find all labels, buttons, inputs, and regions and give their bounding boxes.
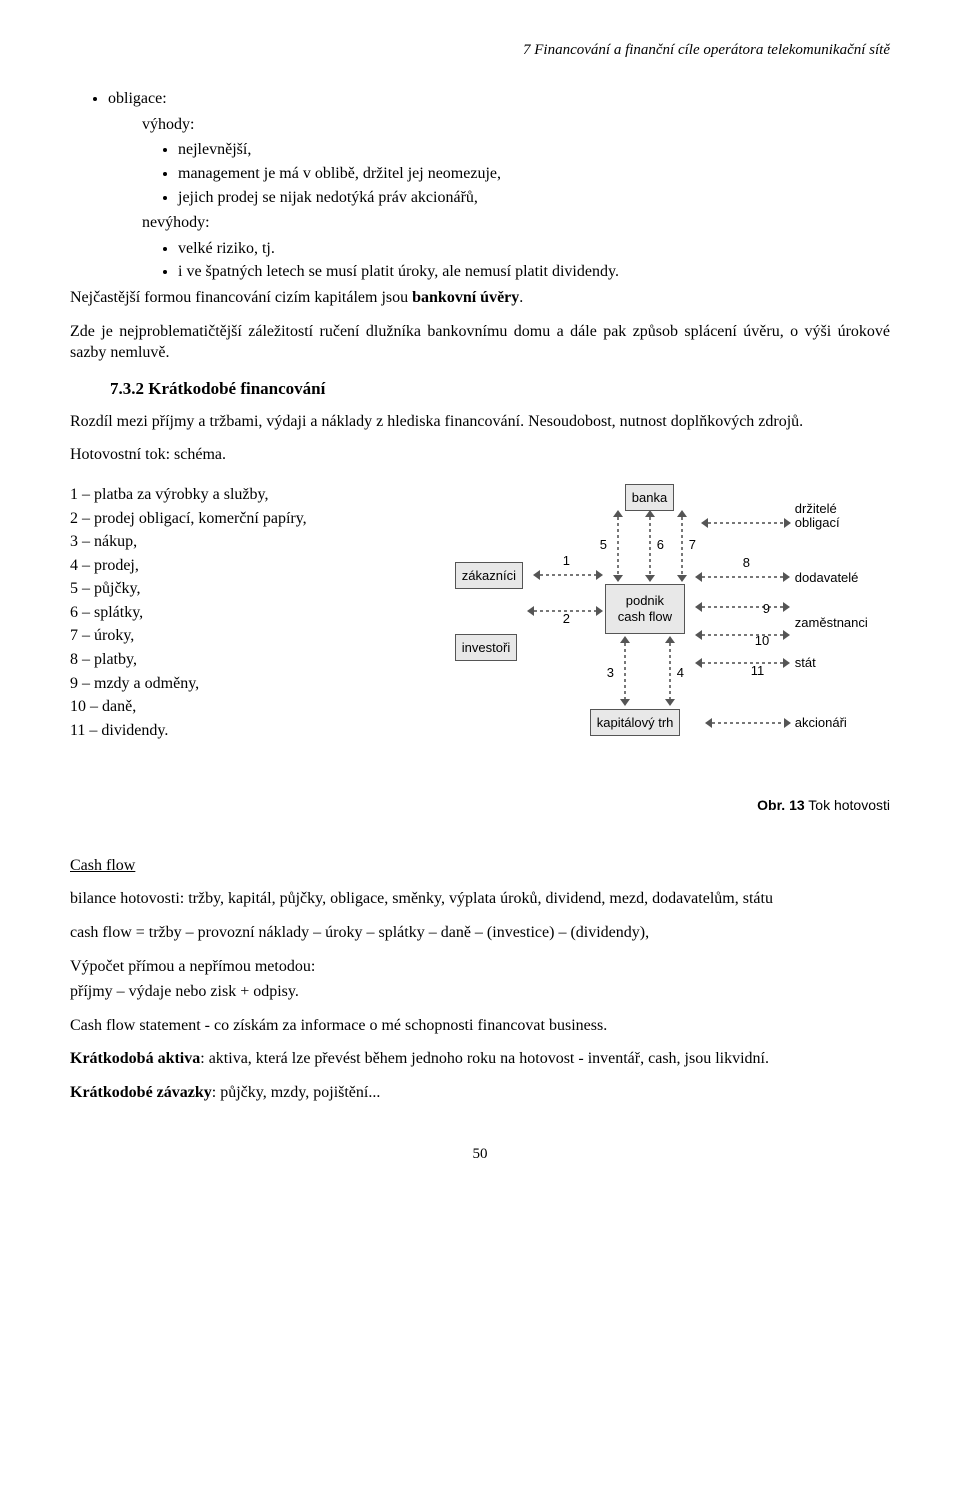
arrow-h (695, 658, 790, 668)
cashflow-heading: Cash flow (70, 855, 890, 877)
paragraph: Cash flow statement - co získám za infor… (70, 1015, 890, 1037)
arrow-h (705, 718, 791, 728)
paragraph: cash flow = tržby – provozní náklady – ú… (70, 922, 890, 944)
node-investori: investoři (455, 634, 517, 662)
arrow-v (620, 636, 630, 706)
list-item: nejlevnější, (178, 139, 890, 161)
caption-bold: Obr. 13 (757, 797, 804, 813)
running-header: 7 Financování a finanční cíle operátora … (70, 40, 890, 60)
node-dodavatele: dodavatelé (795, 569, 859, 587)
edge-label-7: 7 (689, 536, 696, 554)
edge-label-6: 6 (657, 536, 664, 554)
outer-list: obligace: (70, 88, 890, 110)
nevyhody-label: nevýhody: (142, 212, 890, 234)
arrow-h (695, 572, 790, 582)
arrow-v (613, 510, 623, 582)
edge-label-1: 1 (563, 552, 570, 570)
paragraph: Nejčastější formou financování cizím kap… (70, 287, 890, 309)
edge-label-3: 3 (607, 664, 614, 682)
figure-row: 1 – platba za výrobky a služby, 2 – prod… (70, 484, 890, 764)
arrow-v (645, 510, 655, 582)
legend-item: 1 – platba za výrobky a služby, (70, 484, 431, 506)
legend-item: 7 – úroky, (70, 625, 431, 647)
node-podnik: podnik cash flow (605, 584, 685, 635)
paragraph: Krátkodobé závazky: půjčky, mzdy, pojišt… (70, 1082, 890, 1104)
section-heading: 7.3.2 Krátkodobé financování (110, 378, 890, 401)
arrow-v (665, 636, 675, 706)
arrow-h (695, 602, 790, 612)
arrow-v (677, 510, 687, 582)
node-kapitalovy-trh: kapitálový trh (590, 709, 681, 737)
arrow-h (695, 630, 790, 640)
node-stat: stát (795, 654, 816, 672)
text: Nejčastější formou financování cizím kap… (70, 289, 412, 306)
nevyhody-list: velké riziko, tj. i ve špatných letech s… (70, 238, 890, 283)
paragraph: bilance hotovosti: tržby, kapitál, půjčk… (70, 888, 890, 910)
text: obligací (795, 516, 840, 530)
legend-item: 11 – dividendy. (70, 720, 431, 742)
list-item: jejich prodej se nijak nedotýká práv akc… (178, 187, 890, 209)
paragraph: Zde je nejproblematičtější záležitostí r… (70, 321, 890, 364)
bold-text: Krátkodobá aktiva (70, 1050, 200, 1067)
figure-caption: Obr. 13 Tok hotovosti (70, 796, 890, 815)
caption-text: Tok hotovosti (805, 797, 890, 813)
node-zamestnanci: zaměstnanci (795, 614, 868, 632)
legend-item: 9 – mzdy a odměny, (70, 673, 431, 695)
edge-label-10: 10 (755, 632, 769, 650)
bold-text: bankovní úvěry (412, 289, 519, 306)
paragraph: Krátkodobá aktiva: aktiva, která lze pře… (70, 1048, 890, 1070)
arrow-h (701, 518, 791, 528)
text: : půjčky, mzdy, pojištění... (212, 1084, 381, 1101)
legend-item: 3 – nákup, (70, 531, 431, 553)
legend-item: 5 – půjčky, (70, 578, 431, 600)
edge-label-5: 5 (600, 536, 607, 554)
node-banka: banka (625, 484, 674, 512)
text: cash flow (618, 609, 672, 625)
paragraph: Výpočet přímou a nepřímou metodou: (70, 956, 890, 978)
paragraph: Rozdíl mezi příjmy a tržbami, výdaji a n… (70, 411, 890, 433)
arrow-h (533, 570, 603, 580)
text: : aktiva, která lze převést během jednoh… (200, 1050, 769, 1067)
node-akcionari: akcionáři (795, 714, 847, 732)
list-item: management je má v oblibě, držitel jej n… (178, 163, 890, 185)
edge-label-2: 2 (563, 610, 570, 628)
list-item-obligace: obligace: (108, 88, 890, 110)
edge-label-4: 4 (677, 664, 684, 682)
legend-column: 1 – platba za výrobky a služby, 2 – prod… (70, 484, 431, 744)
legend-item: 4 – prodej, (70, 555, 431, 577)
list-item: velké riziko, tj. (178, 238, 890, 260)
vyhody-label: výhody: (142, 114, 890, 136)
legend-item: 8 – platby, (70, 649, 431, 671)
text: . (519, 289, 523, 306)
legend-item: 6 – splátky, (70, 602, 431, 624)
text: podnik (618, 593, 672, 609)
cashflow-diagram: banka zákazníci investoři podnik cash fl… (455, 484, 895, 764)
edge-label-8: 8 (743, 554, 750, 572)
paragraph: příjmy – výdaje nebo zisk + odpisy. (70, 981, 890, 1003)
list-item: i ve špatných letech se musí platit úrok… (178, 261, 890, 283)
paragraph: Hotovostní tok: schéma. (70, 444, 890, 466)
node-drzitele: držitelé obligací (795, 502, 840, 531)
legend-item: 2 – prodej obligací, komerční papíry, (70, 508, 431, 530)
legend-item: 10 – daně, (70, 696, 431, 718)
text: držitelé (795, 502, 840, 516)
underline-text: Cash flow (70, 857, 135, 874)
page-number: 50 (70, 1144, 890, 1164)
edge-label-11: 11 (751, 662, 765, 680)
bold-text: Krátkodobé závazky (70, 1084, 212, 1101)
vyhody-list: nejlevnější, management je má v oblibě, … (70, 139, 890, 208)
diagram-column: banka zákazníci investoři podnik cash fl… (455, 484, 895, 764)
node-zakaznici: zákazníci (455, 562, 523, 590)
edge-label-9: 9 (763, 600, 770, 618)
